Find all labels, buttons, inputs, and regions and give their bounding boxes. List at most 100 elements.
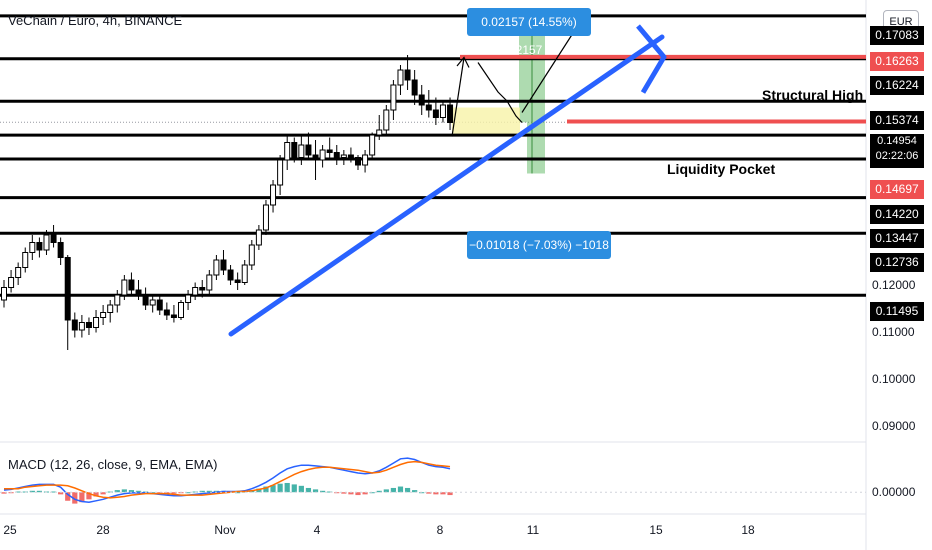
macd-histogram-bar [383, 489, 389, 493]
macd-histogram-bar [36, 490, 42, 493]
macd-histogram-bar [362, 492, 368, 495]
macd-indicator-title[interactable]: MACD (12, 26, close, 9, EMA, EMA) [8, 457, 218, 472]
candle-body [185, 294, 192, 303]
candle-body [93, 317, 100, 328]
trendline-arrowhead [636, 24, 667, 94]
x-axis-label: 8 [436, 523, 444, 537]
candle-body [312, 154, 319, 161]
candle-body [418, 94, 425, 106]
candle-body [163, 309, 170, 316]
macd-histogram-bar [79, 492, 85, 503]
candle-body [199, 287, 206, 291]
candle-body [43, 234, 50, 251]
candle-body [227, 269, 234, 281]
macd-histogram-bar [348, 492, 354, 495]
candle-body [85, 322, 92, 328]
x-axis-label: Nov [214, 523, 236, 537]
macd-histogram-bar [277, 483, 283, 493]
candle-body [298, 144, 305, 158]
macd-histogram-bar [171, 492, 177, 494]
macd-histogram-bar [327, 491, 333, 493]
macd-histogram-bar [263, 486, 269, 493]
macd-histogram-bar [86, 492, 92, 500]
macd-histogram-bar [312, 489, 319, 493]
macd-histogram-bar [157, 492, 163, 494]
macd-histogram-bar [447, 492, 453, 496]
liquidity-pocket-label: Liquidity Pocket [667, 161, 776, 177]
macd-histogram-bar [305, 487, 312, 493]
candle-body [362, 154, 369, 166]
price-tag: 0.16224 [870, 76, 924, 95]
signal-line [4, 460, 451, 499]
price-tag: 0.13447 [870, 229, 924, 248]
macd-histogram-bar [65, 492, 71, 501]
macd-histogram-bar [1, 492, 7, 494]
candle-body [8, 277, 15, 288]
y-axis-label: 0.10000 [872, 372, 916, 386]
macd-histogram-bar [206, 490, 212, 493]
y-axis-label: 0.11000 [872, 325, 915, 339]
macd-histogram-bar [404, 487, 411, 493]
price-tag: 0.15374 [870, 111, 924, 130]
price-tag: 0.12736 [870, 253, 924, 272]
macd-histogram-bar [72, 492, 78, 504]
macd-histogram-bar [426, 492, 432, 494]
macd-histogram-bar [199, 490, 205, 493]
candle-body [347, 154, 354, 158]
candle-body [355, 157, 361, 166]
candle-body [100, 312, 107, 318]
candle-body [36, 242, 43, 251]
candle-body [213, 259, 220, 276]
macd-histogram-bar [93, 492, 99, 497]
candle-body [270, 184, 277, 206]
candle-body [50, 234, 57, 243]
measure-up-label: 0.02157 (14.55%) 2157 [467, 8, 591, 57]
candle-body [22, 252, 29, 268]
liquidity-pocket-zone [452, 107, 520, 137]
candle-body [156, 299, 163, 311]
macd-histogram-bar [185, 492, 191, 494]
candle-body [29, 242, 36, 253]
structural-high-label: Structural High [762, 87, 864, 103]
macd-histogram-bar [298, 485, 304, 493]
candle-body [383, 109, 390, 131]
y-axis-label: 0.12000 [872, 278, 916, 292]
price-tag: 0.14697 [870, 180, 924, 199]
price-tag: 0.11495 [870, 302, 924, 321]
candle-body [107, 304, 114, 313]
macd-histogram-bar [291, 484, 297, 493]
x-axis-label: 4 [313, 523, 321, 537]
chart-title: VeChain / Euro, 4h, BINANCE [8, 13, 183, 28]
macd-histogram-bar [235, 492, 241, 494]
candle-body [319, 149, 326, 161]
candle-body [333, 152, 340, 158]
macd-histogram-bar [440, 492, 446, 495]
macd-histogram-bar [270, 485, 276, 493]
candle-body [149, 299, 156, 306]
price-tag: 0.14220 [870, 205, 924, 224]
macd-histogram-bar [256, 488, 262, 493]
candle-body [369, 134, 376, 156]
candle-body [390, 84, 397, 111]
candle-body [397, 69, 404, 86]
projection-line [477, 62, 523, 123]
x-axis-label: 11 [526, 523, 540, 537]
candle-body [121, 279, 128, 296]
candle-body [64, 257, 71, 321]
macd-histogram-bar [376, 490, 382, 493]
candle-body [206, 274, 213, 291]
candle-body [326, 149, 333, 153]
macd-histogram-bar [433, 492, 439, 495]
candle-body [114, 294, 121, 306]
measure-down-label: −0.01018 (−7.03%) −1018 [467, 231, 611, 259]
candle-body [376, 129, 383, 136]
macd-histogram-bar [355, 492, 361, 496]
price-tag: 0.16263 [870, 52, 924, 71]
x-axis-label: 25 [3, 523, 17, 537]
price-tag: 0.17083 [870, 26, 924, 45]
macd-histogram-bar [114, 490, 120, 493]
macd-histogram-bar [390, 487, 396, 493]
candle-body [262, 204, 269, 231]
candle-body [255, 229, 262, 246]
